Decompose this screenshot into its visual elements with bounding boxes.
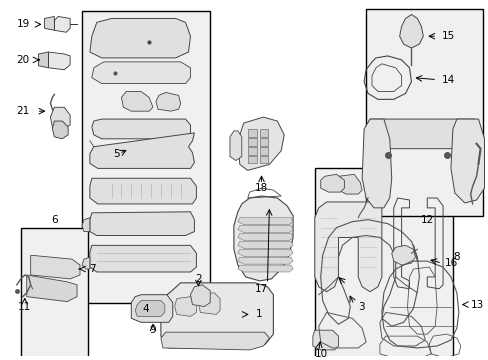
Polygon shape <box>364 119 482 149</box>
Text: 3: 3 <box>358 302 364 311</box>
Polygon shape <box>90 212 194 235</box>
Bar <box>314 168 452 360</box>
Polygon shape <box>320 174 344 192</box>
Polygon shape <box>336 174 362 194</box>
Polygon shape <box>48 52 70 70</box>
Polygon shape <box>190 285 210 306</box>
Polygon shape <box>156 93 180 111</box>
Text: 21: 21 <box>17 106 30 116</box>
Polygon shape <box>90 246 196 272</box>
Text: 1: 1 <box>255 309 262 319</box>
Polygon shape <box>82 257 90 269</box>
Polygon shape <box>391 246 415 265</box>
Polygon shape <box>247 129 256 137</box>
Text: 16: 16 <box>444 258 457 268</box>
Polygon shape <box>362 119 391 208</box>
Polygon shape <box>259 129 268 137</box>
Text: 13: 13 <box>470 300 483 310</box>
Polygon shape <box>52 121 68 139</box>
Text: 15: 15 <box>441 31 454 41</box>
Polygon shape <box>54 17 70 32</box>
Text: 5: 5 <box>113 149 119 159</box>
Polygon shape <box>237 257 292 264</box>
Text: 6: 6 <box>51 215 58 225</box>
Text: 4: 4 <box>142 305 149 315</box>
Text: 2: 2 <box>195 274 201 284</box>
Polygon shape <box>90 133 194 168</box>
Text: 9: 9 <box>149 325 156 335</box>
Polygon shape <box>237 226 292 233</box>
Text: 19: 19 <box>17 19 30 30</box>
Polygon shape <box>237 265 292 272</box>
Polygon shape <box>237 242 292 248</box>
Polygon shape <box>92 62 190 84</box>
Polygon shape <box>90 18 190 58</box>
Polygon shape <box>131 295 172 322</box>
Polygon shape <box>198 293 220 314</box>
Text: 10: 10 <box>314 349 327 359</box>
Bar <box>21 228 88 360</box>
Polygon shape <box>312 330 338 350</box>
Text: 12: 12 <box>420 215 433 225</box>
Polygon shape <box>121 91 153 111</box>
Polygon shape <box>237 218 292 225</box>
Text: 18: 18 <box>254 183 267 193</box>
Polygon shape <box>233 196 292 281</box>
Polygon shape <box>135 301 164 316</box>
Polygon shape <box>247 147 256 154</box>
Polygon shape <box>92 119 190 139</box>
Polygon shape <box>27 275 77 302</box>
Text: 20: 20 <box>17 55 30 65</box>
Polygon shape <box>39 52 48 68</box>
Polygon shape <box>31 255 80 279</box>
Polygon shape <box>44 17 54 30</box>
Polygon shape <box>237 117 284 170</box>
Polygon shape <box>259 138 268 146</box>
Text: 8: 8 <box>452 252 459 262</box>
Polygon shape <box>247 138 256 146</box>
Polygon shape <box>399 14 423 48</box>
Polygon shape <box>314 202 381 292</box>
Polygon shape <box>259 147 268 154</box>
Polygon shape <box>161 332 269 350</box>
Bar <box>82 10 210 302</box>
Polygon shape <box>82 218 90 231</box>
Polygon shape <box>161 283 273 348</box>
Text: 14: 14 <box>441 75 454 85</box>
Polygon shape <box>90 178 196 204</box>
Polygon shape <box>247 156 256 163</box>
Polygon shape <box>237 249 292 256</box>
Bar <box>366 9 482 216</box>
Text: 17: 17 <box>254 284 267 294</box>
Polygon shape <box>259 156 268 163</box>
Text: 7: 7 <box>89 264 95 274</box>
Polygon shape <box>237 234 292 240</box>
Polygon shape <box>229 131 241 161</box>
Polygon shape <box>50 107 70 129</box>
Polygon shape <box>174 297 196 316</box>
Polygon shape <box>450 119 484 203</box>
Text: 11: 11 <box>18 302 31 311</box>
